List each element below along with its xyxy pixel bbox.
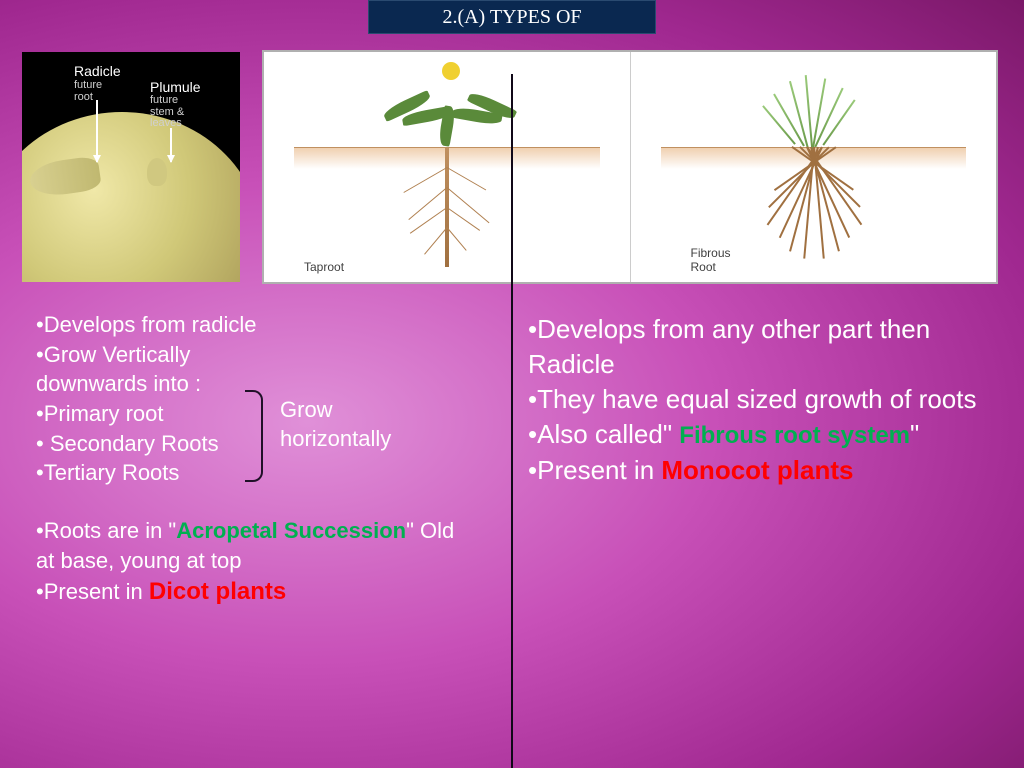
root-branch <box>447 167 486 190</box>
root-branch <box>446 187 489 223</box>
right-line-4: •Present in Monocot plants <box>528 453 988 488</box>
seed-body <box>22 112 240 282</box>
right-line-2: •They have equal sized growth of roots <box>528 382 988 417</box>
r4-monocot: Monocot plants <box>661 455 853 485</box>
taproot-foliage <box>372 70 522 150</box>
radicle-label: Radicle future root <box>74 64 121 104</box>
brace-icon <box>245 390 263 482</box>
r3-fibrous: Fibrous root system <box>679 422 910 449</box>
plumule-label-text: Plumule <box>150 80 201 95</box>
slide-title: 2.(A) TYPES OF <box>368 0 656 34</box>
fibrous-description: •Develops from any other part then Radic… <box>528 312 988 488</box>
left-line-1: •Develops from radicle <box>36 310 456 340</box>
r3-a: •Also called" <box>528 419 679 449</box>
l7-a: •Present in <box>36 579 149 604</box>
left-line-7: •Present in Dicot plants <box>36 576 456 608</box>
root-branch <box>408 187 447 220</box>
flower-icon <box>442 62 460 80</box>
taproot-panel: Taproot <box>264 52 631 282</box>
right-line-1: •Develops from any other part then Radic… <box>528 312 988 382</box>
plumule-label: Plumule future stem & leaves <box>150 80 201 130</box>
fibrous-panel: Fibrous Root <box>631 52 997 282</box>
root-branch <box>424 227 447 254</box>
r3-c: " <box>910 419 919 449</box>
l7-dicot: Dicot plants <box>149 578 286 605</box>
radicle-label-text: Radicle <box>74 64 121 79</box>
fibrous-foliage <box>738 70 888 150</box>
vertical-divider <box>511 74 513 768</box>
root-branch <box>446 227 466 251</box>
root-branch <box>403 167 447 193</box>
seed-germination-image: Radicle future root Plumule future stem … <box>22 52 240 282</box>
fibrous-label: Fibrous Root <box>691 246 731 274</box>
root-branch <box>410 207 447 234</box>
seed-plumule-shape <box>147 158 167 186</box>
root-types-diagram: Taproot Fibrous Root <box>262 50 998 284</box>
taproot-label: Taproot <box>304 260 344 274</box>
plumule-arrow <box>170 128 172 162</box>
r4-a: •Present in <box>528 455 661 485</box>
l6-acropetal: Acropetal Succession <box>176 518 406 543</box>
grow-horizontally-annotation: Grow horizontally <box>280 396 391 453</box>
left-line-6: •Roots are in "Acropetal Succession" Old… <box>36 516 456 575</box>
right-line-3: •Also called" Fibrous root system" <box>528 417 988 452</box>
plumule-sublabel: future stem & leaves <box>150 95 201 130</box>
l6-a: •Roots are in " <box>36 518 176 543</box>
radicle-arrow <box>96 100 98 162</box>
